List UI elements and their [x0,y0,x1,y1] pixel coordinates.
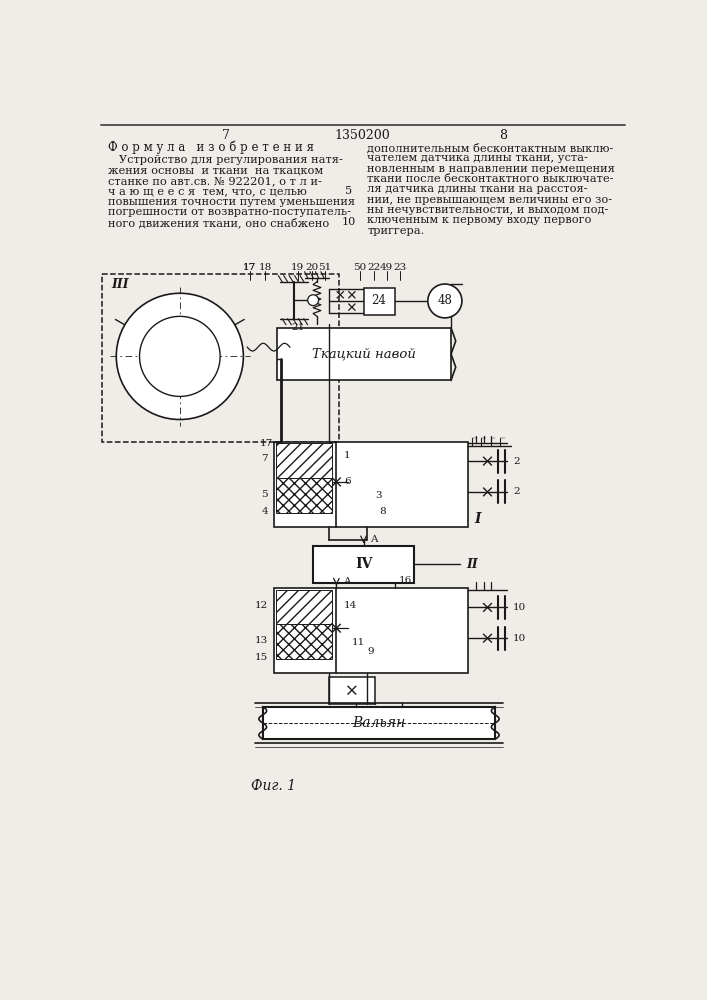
Text: 5: 5 [262,490,268,499]
Text: 3: 3 [375,491,382,500]
Text: 20: 20 [305,263,318,272]
Text: IV: IV [355,557,372,571]
Text: ны нечувствительности, и выходом под-: ны нечувствительности, и выходом под- [368,205,609,215]
Bar [263,707,495,739]
Text: Вальян: Вальян [352,716,406,730]
Text: триггера.: триггера. [368,226,425,236]
Bar [363,288,395,315]
Text: 18: 18 [259,263,271,272]
Text: Фиг. 1: Фиг. 1 [251,779,296,793]
Text: 22: 22 [367,263,380,272]
Text: ключенным к первому входу первого: ключенным к первому входу первого [368,215,592,225]
Text: 4: 4 [262,507,268,516]
Text: A: A [343,578,350,586]
Text: 2: 2 [513,487,520,496]
Bar [276,624,332,659]
Text: жения основы  и ткани  на ткацком: жения основы и ткани на ткацком [107,165,323,175]
Bar [329,677,375,704]
Text: 49: 49 [380,263,393,272]
Text: 48: 48 [438,294,452,307]
Text: Ткацкий навой: Ткацкий навой [312,348,416,361]
Text: 14: 14 [344,601,357,610]
Text: 16: 16 [398,576,411,585]
Text: станке по авт.св. № 922201, о т л и-: станке по авт.св. № 922201, о т л и- [107,176,322,186]
Bar [274,588,468,673]
Text: Ф о р м у л а   и з о б р е т е н и я: Ф о р м у л а и з о б р е т е н и я [107,141,314,154]
Text: 23: 23 [393,263,407,272]
Text: ного движения ткани, оно снабжено: ного движения ткани, оно снабжено [107,217,329,228]
Text: нии, не превышающем величины его зо-: нии, не превышающем величины его зо- [368,195,612,205]
Text: 13: 13 [255,636,268,645]
Text: II: II [467,558,479,571]
Text: ля датчика длины ткани на расстоя-: ля датчика длины ткани на расстоя- [368,184,588,194]
Text: 5: 5 [345,186,352,196]
Circle shape [139,316,220,396]
Text: 10: 10 [513,603,526,612]
Text: 21: 21 [291,323,304,332]
Circle shape [308,295,319,306]
Text: 17: 17 [259,439,273,448]
Text: 51: 51 [318,263,332,272]
Circle shape [428,284,462,318]
Text: погрешности от возвратно-поступатель-: погрешности от возвратно-поступатель- [107,207,351,217]
Bar [276,478,332,513]
Text: чателем датчика длины ткани, уста-: чателем датчика длины ткани, уста- [368,153,588,163]
Text: 8: 8 [499,129,507,142]
Bar [313,546,414,583]
Text: 1: 1 [344,451,351,460]
Text: 11: 11 [352,638,365,647]
Text: 12: 12 [255,601,268,610]
Text: 24: 24 [372,294,387,307]
Text: новленным в направлении перемещения: новленным в направлении перемещения [368,164,615,174]
Bar [276,443,332,478]
Text: I: I [474,512,481,526]
Text: 10: 10 [513,634,526,643]
Text: дополнительным бесконтактным выклю-: дополнительным бесконтактным выклю- [368,142,614,153]
Bar [276,328,451,380]
Text: Устройство для регулирования натя-: Устройство для регулирования натя- [107,155,343,165]
Bar [276,590,332,624]
Text: 7: 7 [262,454,268,463]
Text: 1350200: 1350200 [334,129,390,142]
Text: ч а ю щ е е с я  тем, что, с целью: ч а ю щ е е с я тем, что, с целью [107,186,307,196]
Text: 6: 6 [344,477,351,486]
Text: повышения точности путем уменьшения: повышения точности путем уменьшения [107,197,355,207]
Text: 15: 15 [255,653,268,662]
Text: 9: 9 [368,647,374,656]
Text: 50: 50 [353,263,366,272]
Text: 10: 10 [341,217,356,227]
Text: 7: 7 [221,129,230,142]
Text: A: A [370,535,378,544]
Text: 19: 19 [291,263,304,272]
Text: III: III [112,278,129,291]
Bar [103,274,339,442]
Text: 17: 17 [243,263,256,272]
Text: 2: 2 [513,457,520,466]
Text: ткани после бесконтактного выключате-: ткани после бесконтактного выключате- [368,174,614,184]
Circle shape [116,293,243,420]
Text: 8: 8 [379,507,385,516]
Bar [274,442,468,527]
Text: 17: 17 [243,263,256,272]
